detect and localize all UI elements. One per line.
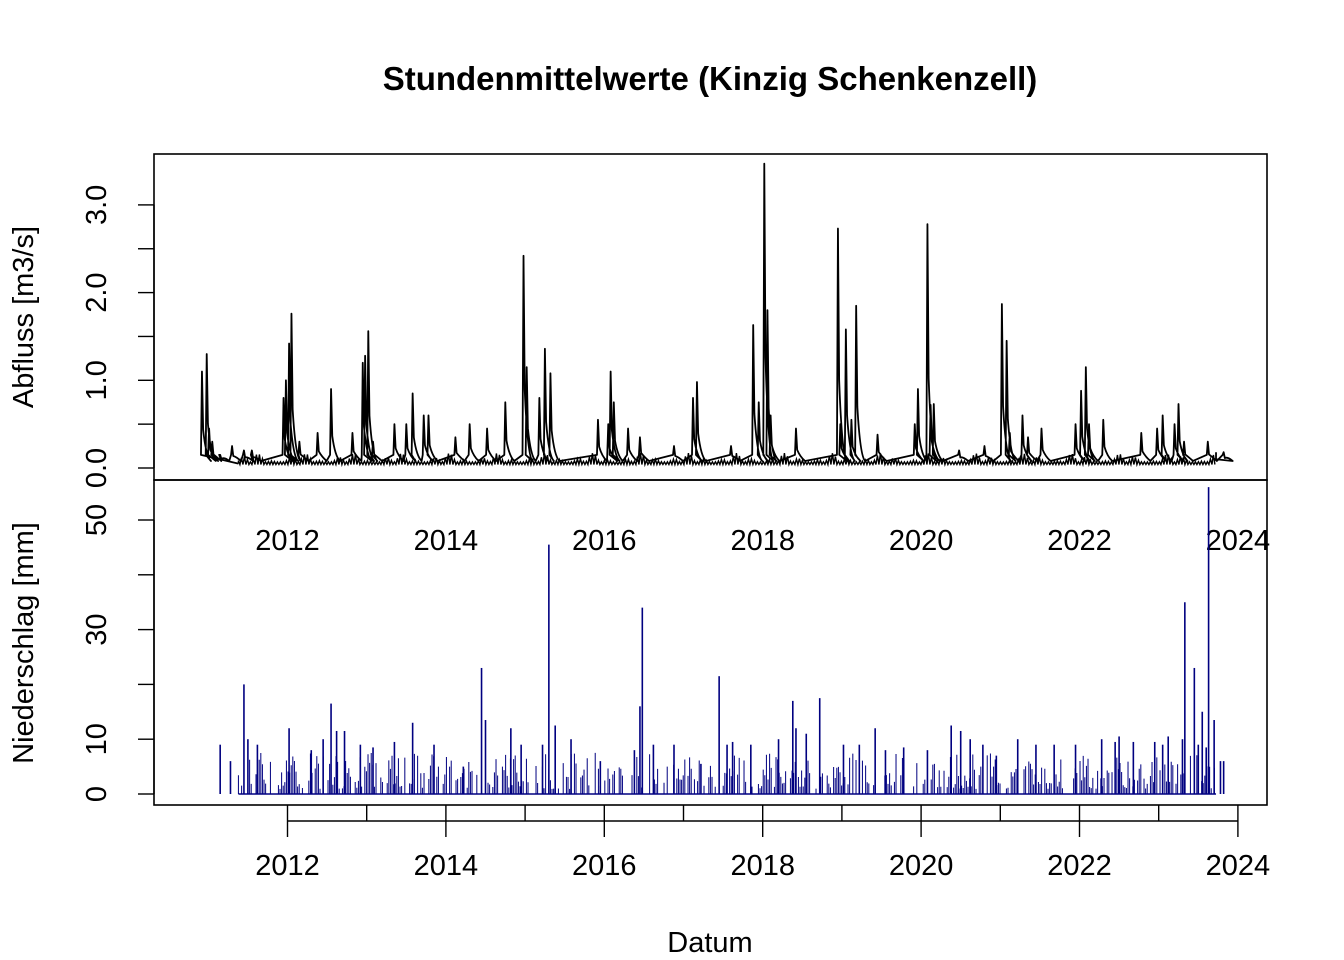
discharge-y-tick-label: 3.0 [81,185,113,225]
precipitation-y-tick-label: 30 [81,613,113,645]
discharge-series-line [200,162,1234,465]
precipitation-x-axis: 2012 2014 2016 2018 2020 2022 2024 [255,805,1270,882]
x-tick-label: 2024 [1206,850,1271,882]
x-tick-label: 2022 [1047,850,1112,882]
discharge-x-tick-label: 2014 [414,525,479,557]
discharge-x-tick-label: 2020 [889,525,954,557]
discharge-x-tick-label: 2016 [572,525,637,557]
discharge-x-tick-label: 2024 [1206,525,1271,557]
x-axis-label: Datum [667,927,752,959]
precipitation-panel: 0 10 30 50 2012 2014 2016 2018 2020 2022 2024 Nie… [8,479,1270,959]
precipitation-y-axis: 0 10 30 50 [81,504,155,802]
precipitation-y-tick-label: 50 [81,504,113,536]
discharge-y-tick-label: 2.0 [81,272,113,312]
discharge-y-axis: 0.0 1.0 2.0 3.0 [81,185,155,488]
discharge-x-tick-labels: 2012 2014 2016 2018 2020 2022 2024 [255,525,1270,557]
precipitation-y-axis-label: Niederschlag [mm] [8,522,40,764]
precipitation-y-tick-label: 0 [81,786,113,802]
x-tick-label: 2012 [255,850,320,882]
precipitation-y-tick-label: 10 [81,723,113,755]
discharge-series-baseline [237,453,1216,468]
discharge-y-tick-label: 1.0 [81,360,113,400]
discharge-y-tick-label: 0.0 [81,448,113,488]
precipitation-plot-area [219,487,1225,795]
x-tick-label: 2020 [889,850,954,882]
x-tick-label: 2016 [572,850,637,882]
chart-title: Stundenmittelwerte (Kinzig Schenkenzell) [383,60,1038,97]
discharge-y-axis-label: Abfluss [m3/s] [8,226,40,408]
discharge-x-tick-label: 2018 [730,525,795,557]
precipitation-bars-background [237,752,1215,794]
discharge-x-tick-label: 2012 [255,525,320,557]
discharge-x-tick-label: 2022 [1047,525,1112,557]
x-tick-label: 2014 [414,850,479,882]
x-tick-label: 2018 [730,850,795,882]
discharge-plot-area [200,162,1234,468]
discharge-panel: 0.0 1.0 2.0 3.0 2012 2014 2016 2018 2020 2022 202… [8,153,1270,557]
